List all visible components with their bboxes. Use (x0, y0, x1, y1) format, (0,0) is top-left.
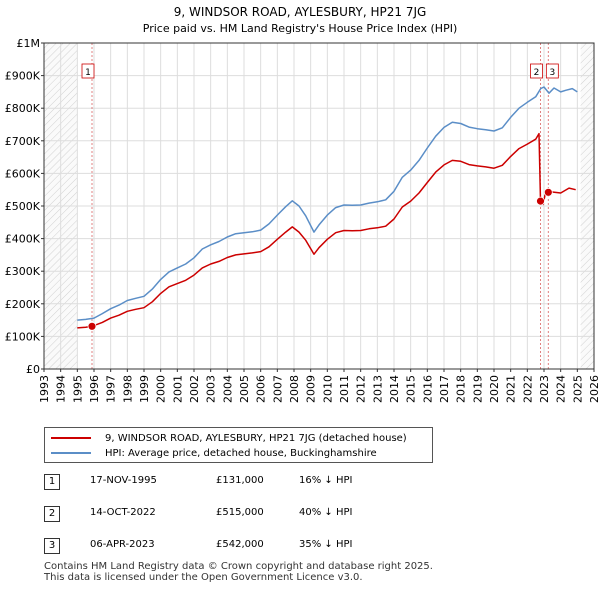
x-tick-label: 2022 (521, 375, 534, 403)
sale-label-box (545, 63, 559, 79)
y-tick-label: £900K (5, 70, 41, 83)
x-tick-label: 2014 (388, 375, 401, 403)
x-tick-label: 1998 (121, 375, 134, 403)
sale-label: 2 (534, 68, 540, 78)
sale-price: £131,000 (216, 475, 264, 486)
legend-swatch-property (51, 437, 91, 439)
sale-row: 2 14-OCT-2022 £515,000 40% ↓ HPI (44, 506, 464, 522)
x-tick-label: 2016 (421, 375, 434, 403)
chart-title: 9, WINDSOR ROAD, AYLESBURY, HP21 7JG (174, 5, 427, 19)
x-tick-label: 2021 (505, 375, 518, 403)
x-tick-label: 2006 (255, 375, 268, 403)
hpi-line (77, 86, 578, 321)
x-tick-label: 2003 (205, 375, 218, 403)
x-tick-label: 2004 (221, 375, 234, 403)
price-chart: 9, WINDSOR ROAD, AYLESBURY, HP21 7JG Pri… (5, 5, 600, 403)
x-tick-label: 1999 (138, 375, 151, 403)
footer: Contains HM Land Registry data © Crown c… (44, 561, 433, 583)
y-tick-label: £500K (5, 200, 41, 213)
x-tick-label: 2005 (238, 375, 251, 403)
x-tick-label: 1994 (55, 375, 68, 403)
sale-hpi-diff: 16% ↓ HPI (299, 475, 353, 486)
sale-date: 06-APR-2023 (90, 539, 155, 550)
sale-label-box (530, 63, 543, 79)
sale-price: £542,000 (216, 539, 264, 550)
sale-number-badge: 2 (44, 506, 60, 522)
x-tick-label: 2007 (271, 375, 284, 403)
sale-row: 3 06-APR-2023 £542,000 35% ↓ HPI (44, 538, 464, 554)
x-tick-label: 1997 (105, 375, 118, 403)
x-tick-label: 2013 (371, 375, 384, 403)
sale-label-box (81, 63, 95, 79)
x-tick-label: 2001 (171, 375, 184, 403)
sale-hpi-diff: 35% ↓ HPI (299, 539, 353, 550)
y-tick-label: £0 (26, 363, 40, 376)
x-tick-label: 2025 (571, 375, 584, 403)
y-tick-label: £600K (5, 167, 41, 180)
legend-label-property: 9, WINDSOR ROAD, AYLESBURY, HP21 7JG (de… (105, 432, 407, 444)
y-tick-label: £300K (5, 265, 41, 278)
x-tick-label: 2023 (538, 375, 551, 403)
x-tick-label: 1993 (38, 375, 51, 403)
sale-date: 14-OCT-2022 (90, 507, 156, 518)
sale-label: 1 (85, 68, 91, 78)
y-tick-label: £200K (5, 298, 41, 311)
sale-point (543, 187, 553, 197)
sale-number-badge: 1 (44, 474, 60, 490)
legend-swatch-hpi (51, 452, 91, 454)
y-tick-label: £1M (17, 37, 41, 50)
sale-row: 1 17-NOV-1995 £131,000 16% ↓ HPI (44, 474, 464, 490)
x-tick-label: 2000 (155, 375, 168, 403)
sale-label: 3 (549, 68, 555, 78)
x-tick-label: 2024 (555, 375, 568, 403)
sale-price: £515,000 (216, 507, 264, 518)
legend-item-property: 9, WINDSOR ROAD, AYLESBURY, HP21 7JG (de… (51, 431, 407, 445)
property-price-line (77, 132, 576, 329)
x-tick-label: 2018 (455, 375, 468, 403)
legend: 9, WINDSOR ROAD, AYLESBURY, HP21 7JG (de… (44, 427, 433, 463)
sale-point (87, 321, 97, 331)
x-tick-label: 2011 (338, 375, 351, 403)
sale-point (536, 196, 545, 206)
x-tick-label: 2012 (355, 375, 368, 403)
x-tick-label: 2002 (188, 375, 201, 403)
y-tick-label: £800K (5, 102, 41, 115)
x-tick-label: 1996 (88, 375, 101, 403)
sale-number-badge: 3 (44, 538, 60, 554)
x-tick-label: 2010 (321, 375, 334, 403)
legend-item-hpi: HPI: Average price, detached house, Buck… (51, 446, 377, 460)
y-tick-label: £100K (5, 330, 41, 343)
x-tick-label: 2019 (471, 375, 484, 403)
x-tick-label: 2009 (305, 375, 318, 403)
y-tick-label: £700K (5, 135, 41, 148)
footer-copyright: Contains HM Land Registry data © Crown c… (44, 561, 433, 572)
footer-licence: This data is licensed under the Open Gov… (44, 572, 363, 583)
x-tick-label: 2017 (438, 375, 451, 403)
x-tick-label: 2008 (288, 375, 301, 403)
y-tick-label: £400K (5, 233, 41, 246)
x-tick-label: 2026 (588, 375, 600, 403)
legend-label-hpi: HPI: Average price, detached house, Buck… (105, 447, 377, 459)
chart-subtitle: Price paid vs. HM Land Registry's House … (143, 22, 458, 35)
x-tick-label: 2020 (488, 375, 501, 403)
x-tick-label: 2015 (405, 375, 418, 403)
x-tick-label: 1995 (71, 375, 84, 403)
sale-hpi-diff: 40% ↓ HPI (299, 507, 353, 518)
sale-date: 17-NOV-1995 (90, 475, 157, 486)
